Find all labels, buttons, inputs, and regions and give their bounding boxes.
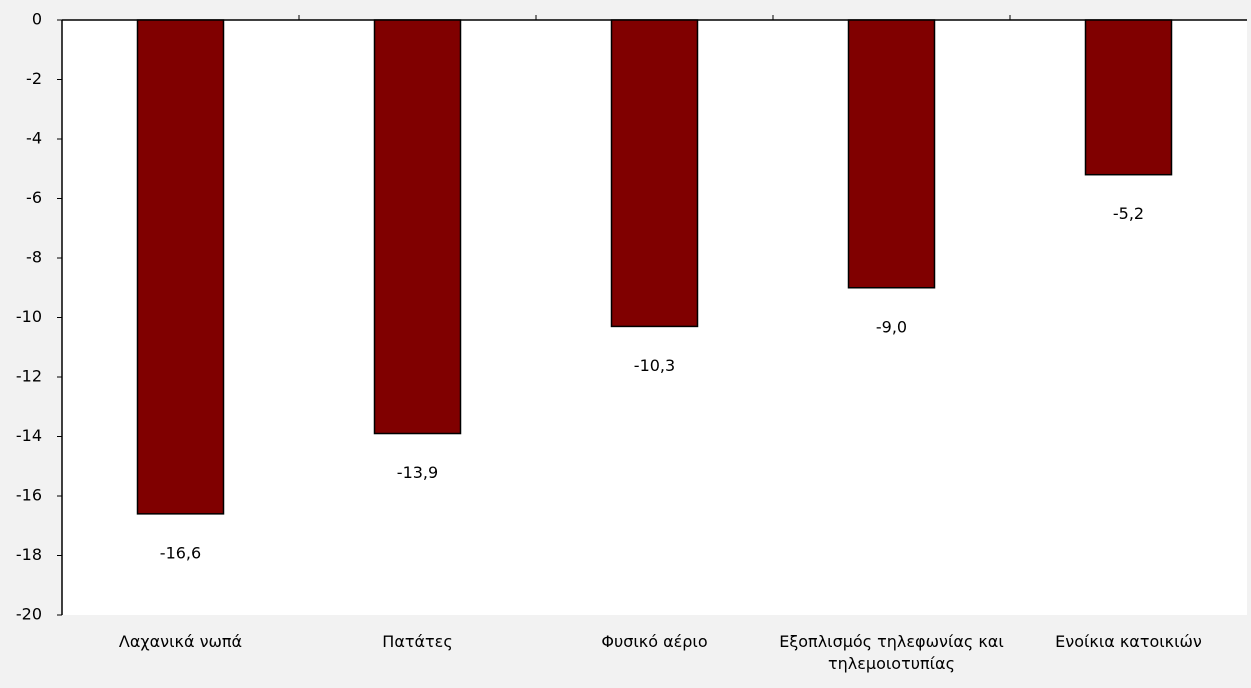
y-tick-label: -12 [16, 367, 42, 386]
y-tick-label: -4 [26, 129, 42, 148]
bar [610, 19, 699, 328]
y-tick-label: -8 [26, 248, 42, 267]
bar [847, 19, 936, 289]
bar [373, 19, 462, 435]
value-label: -16,6 [160, 543, 201, 562]
y-tick-label: -20 [16, 605, 42, 624]
bar [1084, 19, 1173, 176]
value-label: -13,9 [397, 463, 438, 482]
y-tick-label: -2 [26, 69, 42, 88]
bar [136, 19, 225, 515]
x-tick-label: Φυσικό αέριο [601, 632, 708, 651]
x-tick-label: Εξοπλισμός τηλεφωνίας και τηλεμοιοτυπίας [779, 632, 1004, 673]
x-tick-label: Λαχανικά νωπά [118, 632, 243, 651]
y-tick-label: -16 [16, 486, 42, 505]
value-label: -9,0 [876, 317, 907, 336]
y-tick-label: -10 [16, 307, 42, 326]
x-tick-label: Ενοίκια κατοικιών [1055, 632, 1202, 651]
y-tick-label: 0 [32, 10, 42, 29]
y-tick-label: -6 [26, 188, 42, 207]
value-label: -5,2 [1113, 204, 1144, 223]
value-label: -10,3 [634, 356, 675, 375]
y-tick-label: -18 [16, 545, 42, 564]
x-tick-label: Πατάτες [382, 632, 453, 651]
y-tick-label: -14 [16, 426, 42, 445]
